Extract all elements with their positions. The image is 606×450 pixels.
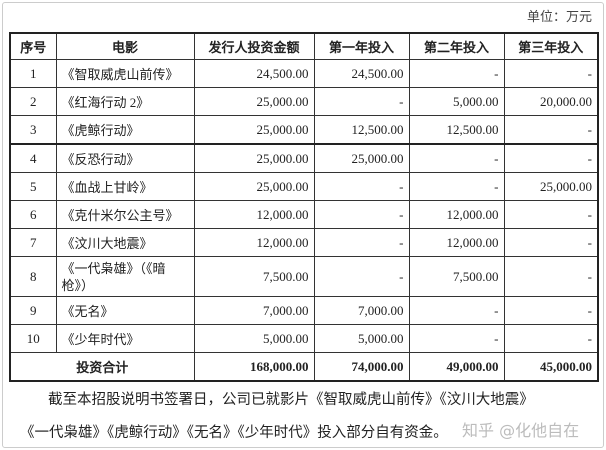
film-title: 《血战上甘岭》 [55, 172, 195, 201]
amount-cell: - [503, 256, 599, 297]
total-amount: 49,000.00 [408, 352, 505, 382]
row-number: 7 [9, 228, 57, 257]
amount-cell: 25,000.00 [193, 87, 315, 116]
amount-cell: 5,000.00 [193, 324, 315, 353]
column-header: 序号 [9, 32, 57, 60]
table-row: 7 《汶川大地震》 12,000.00-12,000.00- [9, 228, 599, 257]
table-row: 3 《虎鲸行动》 25,000.00 12,500.00 12,500.00- [9, 115, 599, 145]
column-header: 发行人投资金额 [193, 32, 315, 60]
row-number: 2 [9, 87, 57, 116]
table-row: 5 《血战上甘岭》 25,000.00- -25,000.00 [9, 172, 599, 201]
paragraph-line-2: 《一代枭雄》《虎鲸行动》《无名》《少年时代》投入部分自有资金。 [20, 425, 448, 441]
amount-cell: - [503, 296, 599, 325]
row-number: 4 [9, 143, 57, 173]
film-title: 《克什米尔公主号》 [55, 200, 195, 229]
film-title: 《一代枭雄》（《暗枪》） [55, 256, 195, 297]
amount-cell: - [313, 172, 410, 201]
amount-cell: - [503, 324, 599, 353]
row-number: 5 [9, 172, 57, 201]
table-row: 9 《无名》 7,000.00 7,000.00- - [9, 296, 599, 325]
table-row: 4 《反恐行动》 25,000.00 25,000.00- - [9, 143, 599, 173]
total-label: 投资合计 [9, 352, 195, 382]
column-header: 第二年投入 [408, 32, 505, 60]
table-row: 8 《一代枭雄》（《暗枪》） 7,500.00-7,500.00- [9, 256, 599, 297]
row-number: 3 [9, 115, 57, 145]
watermark: 知乎 @化他自在 [462, 421, 580, 440]
amount-cell: - [503, 228, 599, 257]
amount-cell: 7,500.00 [193, 256, 315, 297]
amount-cell: 24,500.00 [193, 59, 315, 88]
total-amount: 168,000.00 [193, 352, 315, 382]
amount-cell: 12,000.00 [193, 228, 315, 257]
amount-cell: 25,000.00 [193, 143, 315, 173]
amount-cell: 12,000.00 [408, 200, 505, 229]
film-title: 《红海行动 2》 [55, 87, 195, 116]
amount-cell: 25,000.00 [313, 143, 410, 173]
unit-label: 单位：万元 [526, 9, 592, 24]
amount-cell: - [503, 115, 599, 145]
total-amount: 45,000.00 [503, 352, 599, 382]
amount-cell: 12,500.00 [408, 115, 505, 145]
amount-cell: - [408, 172, 505, 201]
amount-cell: - [503, 59, 599, 88]
column-header: 电影 [55, 32, 195, 60]
investment-table: 序号 电影 发行人投资金额 第一年投入 第二年投入 第三年投入 1 《智取威虎山前传》 24,… [9, 32, 599, 382]
amount-cell: 12,500.00 [313, 115, 410, 145]
table-row: 2 《红海行动 2》 25,000.00-5,000.00 20,000.00 [9, 87, 599, 116]
paragraph-line-1: 截至本招股说明书签署日，公司已就影片《智取威虎山前传》《汶川大地震》 [48, 392, 534, 408]
amount-cell: 12,000.00 [408, 228, 505, 257]
amount-cell: - [313, 87, 410, 116]
film-title: 《虎鲸行动》 [55, 115, 195, 145]
amount-cell: 5,000.00 [313, 324, 410, 353]
amount-cell: 24,500.00 [313, 59, 410, 88]
total-amount: 74,000.00 [313, 352, 410, 382]
amount-cell: - [313, 256, 410, 297]
amount-cell: 7,500.00 [408, 256, 505, 297]
film-title: 《反恐行动》 [55, 143, 195, 173]
amount-cell: 25,000.00 [193, 172, 315, 201]
column-header: 第一年投入 [313, 32, 410, 60]
amount-cell: 12,000.00 [193, 200, 315, 229]
film-title: 《无名》 [55, 296, 195, 325]
amount-cell: 25,000.00 [503, 172, 599, 201]
film-title: 《少年时代》 [55, 324, 195, 353]
table-row: 6 《克什米尔公主号》 12,000.00-12,000.00- [9, 200, 599, 229]
amount-cell: - [408, 324, 505, 353]
row-number: 8 [9, 256, 57, 297]
amount-cell: 20,000.00 [503, 87, 599, 116]
film-title: 《智取威虎山前传》 [55, 59, 195, 88]
total-row: 投资合计 168,000.00 74,000.00 49,000.00 45,000.0… [9, 352, 599, 382]
amount-cell: - [313, 200, 410, 229]
amount-cell: - [408, 59, 505, 88]
table-row: 1 《智取威虎山前传》 24,500.00 24,500.00- - [9, 59, 599, 88]
amount-cell: 7,000.00 [193, 296, 315, 325]
amount-cell: 5,000.00 [408, 87, 505, 116]
row-number: 10 [9, 324, 57, 353]
row-number: 1 [9, 59, 57, 88]
amount-cell: 25,000.00 [193, 115, 315, 145]
amount-cell: - [503, 143, 599, 173]
amount-cell: - [313, 228, 410, 257]
amount-cell: - [408, 143, 505, 173]
amount-cell: - [503, 200, 599, 229]
row-number: 9 [9, 296, 57, 325]
table-row: 10 《少年时代》 5,000.00 5,000.00- - [9, 324, 599, 353]
amount-cell: 7,000.00 [313, 296, 410, 325]
amount-cell: - [408, 296, 505, 325]
column-header: 第三年投入 [503, 32, 599, 60]
film-title: 《汶川大地震》 [55, 228, 195, 257]
header-row: 序号 电影 发行人投资金额 第一年投入 第二年投入 第三年投入 [9, 32, 599, 60]
row-number: 6 [9, 200, 57, 229]
